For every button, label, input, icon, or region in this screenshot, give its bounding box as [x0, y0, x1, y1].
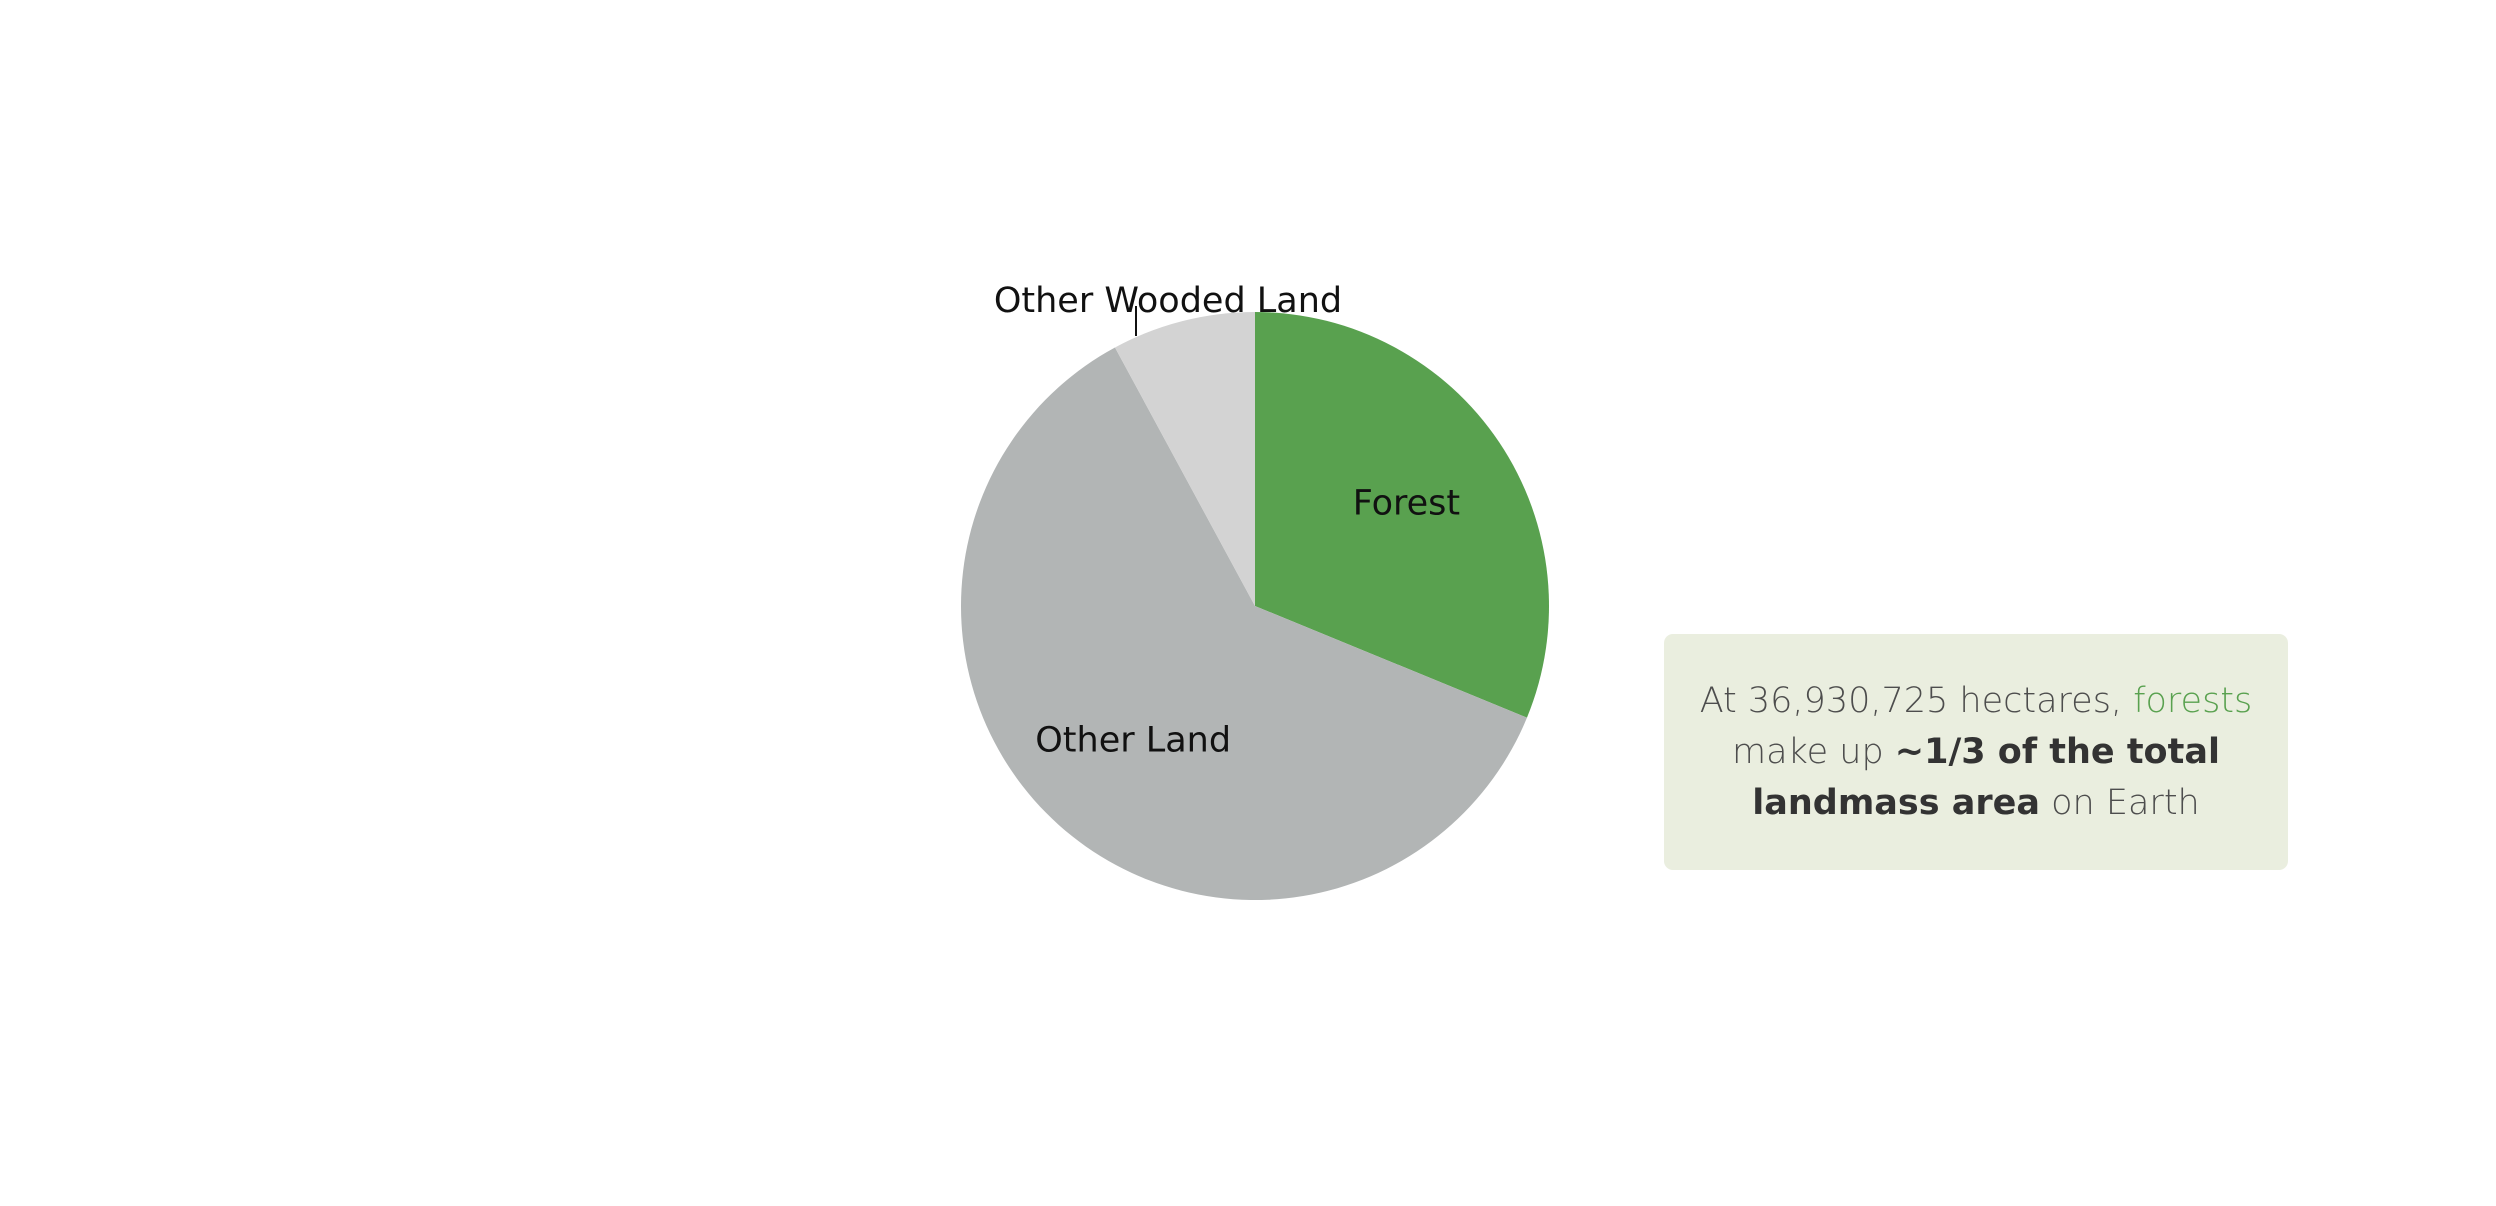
callout-box: At 36,930,725 hectares, forests make up …: [1664, 634, 2288, 870]
callout-forests-word: forests: [2133, 680, 2253, 721]
callout-prefix: At 36,930,725 hectares,: [1699, 680, 2134, 721]
callout-bold-phrase-1: ~1/3 of the total: [1894, 731, 2220, 772]
pie-label-forest: Forest: [1353, 483, 1460, 523]
pie-label-other-wooded-land: Other Wooded Land: [994, 281, 1342, 321]
callout-line2-start: make up: [1732, 731, 1895, 772]
pie-slices: [960, 312, 1549, 901]
pie-labels: Forest Other Land Other Wooded Land: [994, 281, 1460, 761]
pie-slice-other-land[interactable]: [960, 347, 1527, 901]
callout-bold-phrase-2: landmass area: [1752, 782, 2041, 823]
callout-text: At 36,930,725 hectares, forests make up …: [1700, 676, 2253, 829]
pie-slice-forest[interactable]: [1255, 312, 1549, 718]
callout-suffix: on Earth: [2040, 782, 2200, 823]
pie-label-other-land: Other Land: [1035, 721, 1231, 761]
pie-slice-other-wooded-land[interactable]: [1114, 312, 1255, 606]
